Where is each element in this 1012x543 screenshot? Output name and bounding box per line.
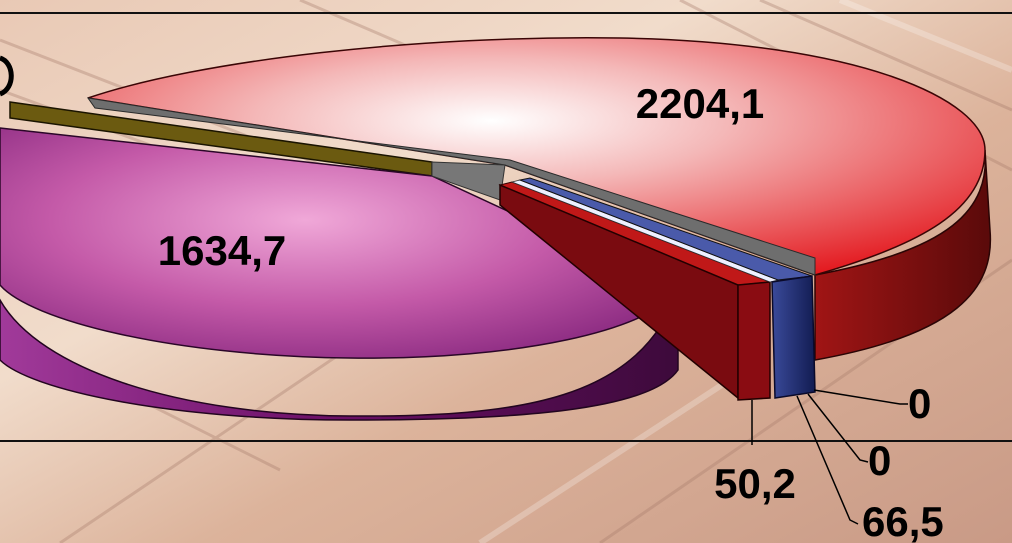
slice-66-front [771,275,816,399]
data-label: 50,2 [714,460,796,507]
leader-line [813,389,908,405]
slice-50-front [737,281,771,401]
leader-line [796,395,859,525]
data-label-partial [0,55,14,97]
data-label: 2204,1 [636,80,764,127]
data-label: 0 [908,380,931,427]
data-label: 66,5 [862,498,944,543]
data-label: 0 [868,437,891,484]
slice-2204-side [814,149,992,361]
leader-line [807,393,869,463]
data-label: 1634,7 [158,227,286,274]
slice-2204 [87,37,986,276]
